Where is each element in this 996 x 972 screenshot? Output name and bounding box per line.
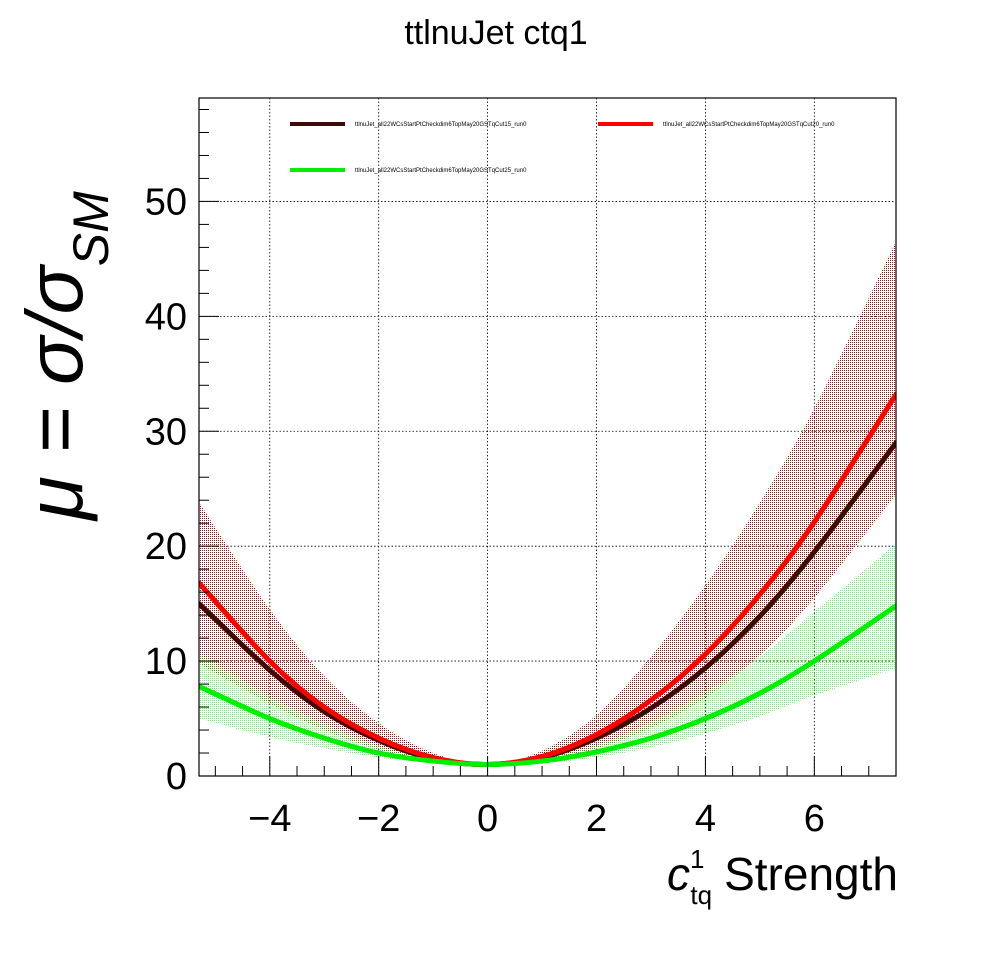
legend-label: ttlnuJet_all22WCsStartPtCheckdim6TopMay2… <box>355 168 527 174</box>
y-tick-label: 40 <box>145 296 187 338</box>
y-axis-title: μ = σ/σSM <box>10 191 119 522</box>
x-tick-label: 0 <box>477 798 498 840</box>
x-tick-label: 4 <box>695 798 716 840</box>
x-tick-label: −4 <box>248 798 291 840</box>
x-tick-label: 2 <box>586 798 607 840</box>
series-line <box>199 391 896 768</box>
uncertainty-bands <box>199 241 896 765</box>
plot-frame <box>198 97 897 777</box>
y-tick-label: 50 <box>145 181 187 223</box>
y-tick-label: 20 <box>145 526 187 568</box>
uncertainty-band <box>199 241 896 765</box>
y-tick-label: 0 <box>166 756 187 798</box>
x-axis-sup: 1 <box>690 844 704 874</box>
y-axis-main: μ = σ/σ <box>10 264 99 522</box>
x-tick-label: −2 <box>357 798 400 840</box>
x-axis-symbol: c <box>667 848 690 900</box>
legend-label: ttlnuJet_all22WCsStartPtCheckdim6TopMay2… <box>663 122 835 128</box>
chart-title: ttlnuJet ctq1 <box>404 14 587 52</box>
series-line <box>199 603 896 768</box>
x-axis-title: c1 tq Strength <box>667 844 898 910</box>
y-tick-label: 30 <box>145 411 187 453</box>
x-tick-labels: −4 −2 0 2 4 6 <box>248 798 825 840</box>
y-tick-label: 10 <box>145 641 187 683</box>
series-lines <box>199 391 896 768</box>
legend-label: ttlnuJet_all22WCsStartPtCheckdim6TopMay2… <box>355 122 527 128</box>
y-tick-labels: 0 10 20 30 40 50 <box>145 181 187 798</box>
x-tick-label: 6 <box>804 798 825 840</box>
legend: ttlnuJet_all22WCsStartPtCheckdim6TopMay2… <box>290 122 835 174</box>
y-axis-sub: SM <box>63 191 119 266</box>
axis-ticks <box>199 108 897 777</box>
x-axis-rest: Strength <box>724 848 898 900</box>
x-axis-sub: tq <box>690 880 712 910</box>
